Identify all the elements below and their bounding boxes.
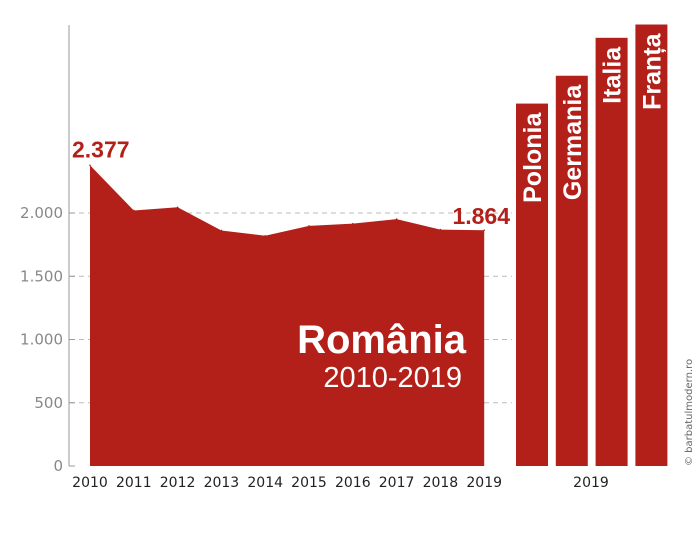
x-tick-label-2018: 2018 [423, 475, 459, 491]
area-point-2013 [220, 229, 223, 232]
y-tick-label-2: 1.000 [20, 331, 63, 349]
data-label-2010: 2.377 [72, 136, 130, 162]
area-point-2011 [133, 209, 135, 212]
x-tick-label-2011: 2011 [116, 475, 152, 491]
bars-year-label: 2019 [573, 475, 609, 491]
area-point-2010 [89, 164, 91, 167]
area-point-2018 [439, 228, 442, 231]
credit-text: © barbatulmodern.ro [684, 359, 695, 466]
bar-label-Germania: Germania [559, 84, 587, 200]
country-bars: Polonia Germania Italia Franța [516, 24, 668, 467]
chart-subtitle: 2010-2019 [323, 362, 462, 394]
area-point-2016 [352, 222, 354, 225]
y-tick-labels: 0 500 1.000 1.500 2.000 [20, 204, 63, 475]
area-point-2015 [308, 225, 310, 227]
bar-Polonia [516, 103, 548, 466]
romania-area [90, 165, 485, 466]
x-tick-label-2017: 2017 [379, 475, 415, 491]
data-label-2019: 1.864 [452, 203, 510, 229]
y-tick-label-4: 2.000 [20, 204, 63, 222]
x-tick-label-2019: 2019 [466, 475, 502, 491]
chart-title: România [297, 318, 467, 362]
x-tick-label-2013: 2013 [204, 475, 240, 491]
area-point-2017 [395, 218, 398, 220]
area-point-2019 [483, 229, 486, 232]
area-point-2012 [176, 206, 179, 209]
y-tick-label-3: 1.500 [20, 267, 63, 285]
bar-label-Polonia: Polonia [519, 111, 547, 202]
y-tick-label-0: 0 [53, 457, 63, 475]
x-tick-label-2014: 2014 [247, 475, 283, 491]
bar-label-Italia: Italia [599, 46, 627, 104]
bar-Italia [595, 37, 628, 467]
x-tick-label-2012: 2012 [160, 475, 196, 491]
x-tick-labels: 2010 2011 2012 2013 2014 2015 2016 2017 2018 2019 [72, 475, 502, 491]
bar-label-Franța: Franța [638, 32, 666, 110]
bar-Franța [635, 24, 668, 466]
area-point-2014 [264, 234, 267, 237]
bar-Germania [555, 75, 588, 466]
x-tick-label-2016: 2016 [335, 475, 371, 491]
x-tick-label-2010: 2010 [72, 475, 108, 491]
y-tick-label-1: 500 [34, 394, 63, 412]
y-axis [68, 25, 75, 467]
data-labels: 2.377 1.864 [72, 136, 510, 237]
x-tick-label-2015: 2015 [291, 475, 327, 491]
